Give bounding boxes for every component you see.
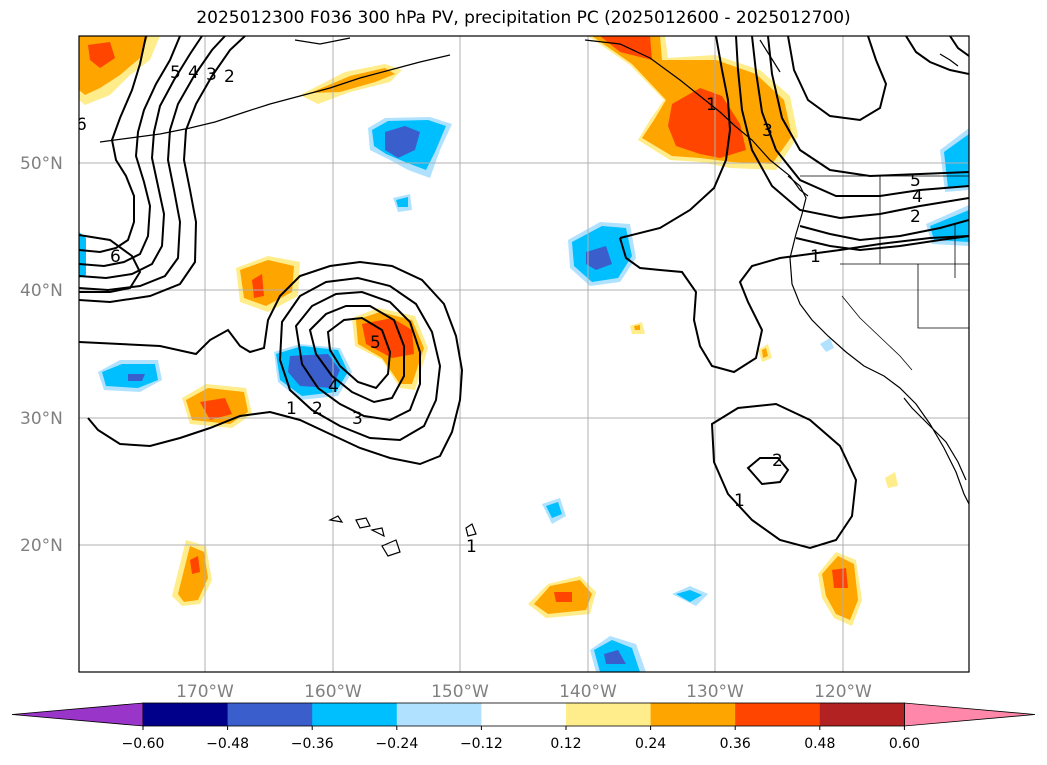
- colorbar-tick-label: 0.36: [720, 736, 751, 752]
- lon-label: 170°W: [176, 682, 234, 702]
- colorbar-segment: [735, 703, 821, 726]
- coastlines: [99, 37, 969, 557]
- lon-label: 150°W: [431, 682, 489, 702]
- contour-label: 1: [810, 247, 821, 267]
- lon-labels: 170°W 160°W 150°W 140°W 130°W 120°W: [176, 682, 872, 702]
- contour-label: 6: [110, 247, 121, 267]
- colorbar-tick-label: −0.36: [291, 736, 334, 752]
- colorbar-tick-label: −0.48: [206, 736, 249, 752]
- colorbar-tick-label: 0.12: [550, 736, 581, 752]
- colorbar-tick-label: 0.60: [889, 736, 920, 752]
- lat-label: 30°N: [20, 409, 63, 429]
- contour-label: 1: [734, 491, 745, 511]
- map-panel: [79, 36, 969, 672]
- lat-label: 20°N: [20, 536, 63, 556]
- lat-labels: 50°N 40°N 30°N 20°N: [20, 154, 63, 556]
- contour-label: 2: [312, 399, 323, 419]
- contour-label: 5: [170, 63, 181, 83]
- contour-label: 3: [762, 121, 773, 141]
- colorbar-segment: [312, 703, 398, 726]
- colorbar-segment: [481, 703, 567, 726]
- colorbar-outline: [142, 702, 905, 727]
- contour-label: 6: [76, 115, 87, 135]
- lon-label: 120°W: [814, 682, 872, 702]
- colorbar-tick-label: −0.60: [122, 736, 165, 752]
- colorbar-segment: [650, 703, 736, 726]
- colorbar: −0.60 −0.48 −0.36 −0.24 −0.12 0.12 0.24 0.36 0.4…: [11, 702, 1036, 752]
- colorbar-segment: [819, 703, 905, 726]
- colorbar-extend-high: [904, 702, 1036, 727]
- contour-label: 1: [466, 537, 477, 557]
- map-title: 2025012300 F036 300 hPa PV, precipitatio…: [196, 8, 851, 28]
- contour-label: 1: [286, 399, 297, 419]
- contour-label: 4: [912, 187, 923, 207]
- lon-label: 130°W: [686, 682, 744, 702]
- colorbar-segment: [143, 703, 229, 726]
- contour-label: 4: [188, 63, 199, 83]
- colorbar-tick-label: 0.24: [635, 736, 666, 752]
- colorbar-segment: [566, 703, 652, 726]
- lon-label: 160°W: [304, 682, 362, 702]
- map-border: [78, 35, 970, 673]
- contour-label: 5: [370, 333, 381, 353]
- pv-contours: [79, 36, 969, 550]
- lon-label: 140°W: [559, 682, 617, 702]
- contour-label: 5: [910, 171, 921, 191]
- lat-label: 50°N: [20, 154, 63, 174]
- colorbar-segment: [396, 703, 482, 726]
- colorbar-segment: [227, 703, 313, 726]
- contour-label: 1: [706, 95, 717, 115]
- contour-labels: 5 4 3 2 6 6 1 2 3 4 5 1 3 5 4 2 1 2 1 1: [76, 63, 923, 557]
- contour-label: 2: [224, 67, 235, 87]
- contour-label: 4: [328, 377, 339, 397]
- contour-label: 2: [772, 451, 783, 471]
- contour-label: 3: [352, 409, 363, 429]
- colorbar-tick-label: 0.48: [804, 736, 835, 752]
- colorbar-extend-low: [11, 702, 144, 727]
- lat-label: 40°N: [20, 281, 63, 301]
- contour-label: 2: [910, 207, 921, 227]
- contour-label: 3: [206, 65, 217, 85]
- colorbar-tick-label: −0.24: [375, 736, 418, 752]
- colorbar-tick-label: −0.12: [460, 736, 503, 752]
